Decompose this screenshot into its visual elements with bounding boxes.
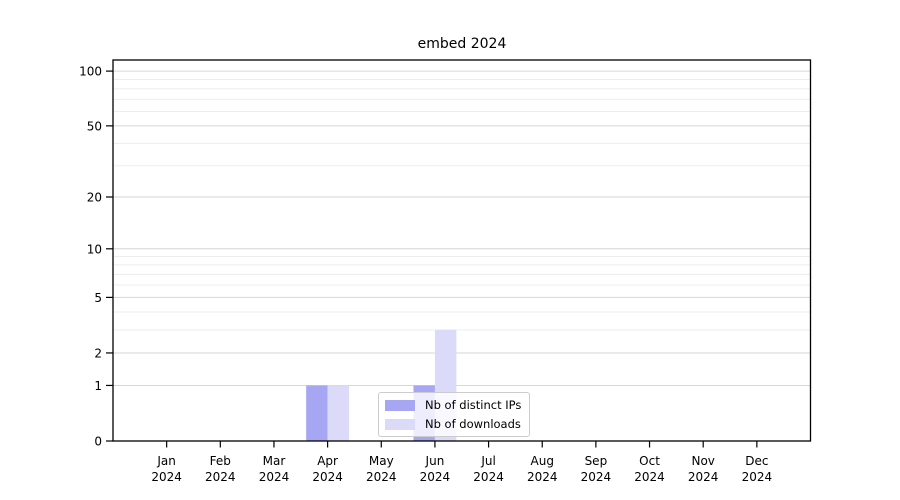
x-tick-label-year: 2024 <box>420 470 451 484</box>
x-tick-label-year: 2024 <box>312 470 343 484</box>
x-tick-label-month: Apr <box>317 454 338 468</box>
x-tick-label-month: Dec <box>745 454 768 468</box>
x-tick-label-month: May <box>369 454 394 468</box>
x-tick-label-month: Feb <box>210 454 231 468</box>
y-tick-label: 100 <box>79 65 102 79</box>
x-tick-label-month: Sep <box>585 454 608 468</box>
legend-item-downloads: Nb of downloads <box>385 417 521 431</box>
y-tick-label: 2 <box>94 346 102 360</box>
x-tick-label-month: Aug <box>531 454 554 468</box>
x-tick-label-month: Oct <box>639 454 660 468</box>
y-tick-label: 20 <box>87 190 102 204</box>
x-tick-label-month: Jun <box>425 454 445 468</box>
x-tick-label-year: 2024 <box>259 470 290 484</box>
x-tick-label-year: 2024 <box>366 470 397 484</box>
x-tick-label-month: Jul <box>480 454 495 468</box>
legend-label-downloads: Nb of downloads <box>425 417 521 431</box>
bar-distinct-ips-apr <box>306 385 328 441</box>
x-tick-label-month: Mar <box>263 454 286 468</box>
x-tick-label-year: 2024 <box>205 470 236 484</box>
axes-spines <box>112 59 812 442</box>
x-tick-label-month: Nov <box>691 454 714 468</box>
y-tick-label: 50 <box>87 119 102 133</box>
legend-swatch-downloads <box>385 418 415 430</box>
y-tick-label: 10 <box>87 242 102 256</box>
legend-item-distinct-ips: Nb of distinct IPs <box>385 398 521 412</box>
x-tick-label-year: 2024 <box>527 470 558 484</box>
x-tick-label-year: 2024 <box>634 470 665 484</box>
chart-title: embed 2024 <box>417 36 507 52</box>
x-tick-label-year: 2024 <box>151 470 182 484</box>
y-tick-label: 0 <box>94 435 102 449</box>
legend-swatch-distinct-ips <box>385 399 415 411</box>
y-tick-label: 5 <box>94 291 102 305</box>
x-tick-label-year: 2024 <box>742 470 773 484</box>
x-tick-label-month: Jan <box>156 454 176 468</box>
bar-downloads-apr <box>327 385 350 441</box>
y-tick-label: 1 <box>94 379 102 393</box>
x-tick-label-year: 2024 <box>688 470 719 484</box>
legend-label-distinct-ips: Nb of distinct IPs <box>425 398 522 412</box>
x-tick-label-year: 2024 <box>581 470 612 484</box>
x-tick-label-year: 2024 <box>473 470 504 484</box>
legend: Nb of distinct IPs Nb of downloads <box>378 392 531 437</box>
